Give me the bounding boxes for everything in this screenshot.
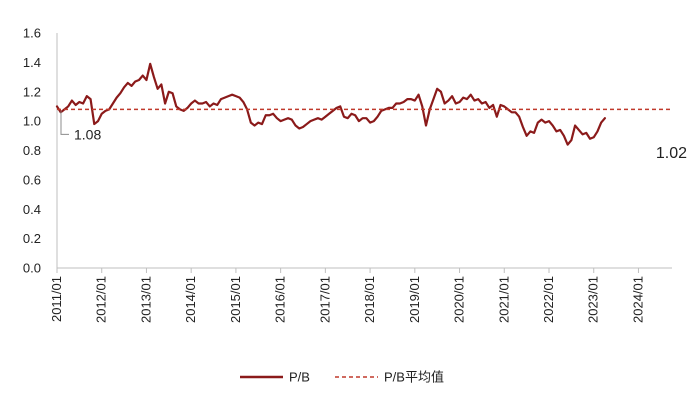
annotation-latest-label: 1.02: [656, 145, 687, 162]
legend-label: P/B平均值: [384, 370, 444, 385]
x-tick-label: 2013/01: [138, 276, 153, 323]
x-tick-label: 2020/01: [452, 276, 467, 323]
y-tick-label: 0.4: [23, 202, 41, 217]
y-tick-label: 0.0: [23, 261, 41, 276]
y-tick-label: 0.2: [23, 231, 41, 246]
series-line-pb: [55, 62, 607, 146]
x-tick-label: 2017/01: [317, 276, 332, 323]
x-tick-label: 2018/01: [362, 276, 377, 323]
annotation-average-label: 1.08: [74, 126, 101, 142]
y-tick-label: 1.2: [23, 84, 41, 99]
y-tick-label: 1.6: [23, 26, 41, 41]
axes: [56, 33, 672, 269]
series-layer: [55, 62, 672, 146]
y-tick-label: 0.8: [23, 143, 41, 158]
legend-label: P/B: [289, 370, 310, 385]
legend: P/B P/B平均值: [240, 370, 444, 385]
y-tick-label: 0.6: [23, 172, 41, 187]
legend-item-pb-average: P/B平均值: [335, 370, 444, 385]
annotation-leader-line: [60, 111, 69, 135]
y-tick-label: 1.0: [23, 114, 41, 129]
x-tick-label: 2012/01: [94, 276, 109, 323]
legend-item-pb: P/B: [240, 370, 310, 385]
x-axis-ticks: 2011/01 2012/01 2013/01 2014/01 2015/01 2016/…: [49, 268, 645, 323]
x-tick-label: 2022/01: [541, 276, 556, 323]
x-tick-label: 2016/01: [273, 276, 288, 323]
x-tick-label: 2024/01: [630, 276, 645, 323]
y-tick-label: 1.4: [23, 55, 41, 70]
y-axis-ticks: 0.0 0.2 0.4 0.6 0.8 1.0 1.2 1.4 1.6: [23, 26, 41, 276]
x-tick-label: 2014/01: [183, 276, 198, 323]
x-tick-label: 2015/01: [228, 276, 243, 323]
x-tick-label: 2019/01: [407, 276, 422, 323]
annotations: 1.08 1.02: [60, 111, 687, 162]
x-tick-label: 2021/01: [496, 276, 511, 323]
x-tick-label: 2023/01: [586, 276, 601, 323]
x-tick-label: 2011/01: [49, 276, 64, 322]
